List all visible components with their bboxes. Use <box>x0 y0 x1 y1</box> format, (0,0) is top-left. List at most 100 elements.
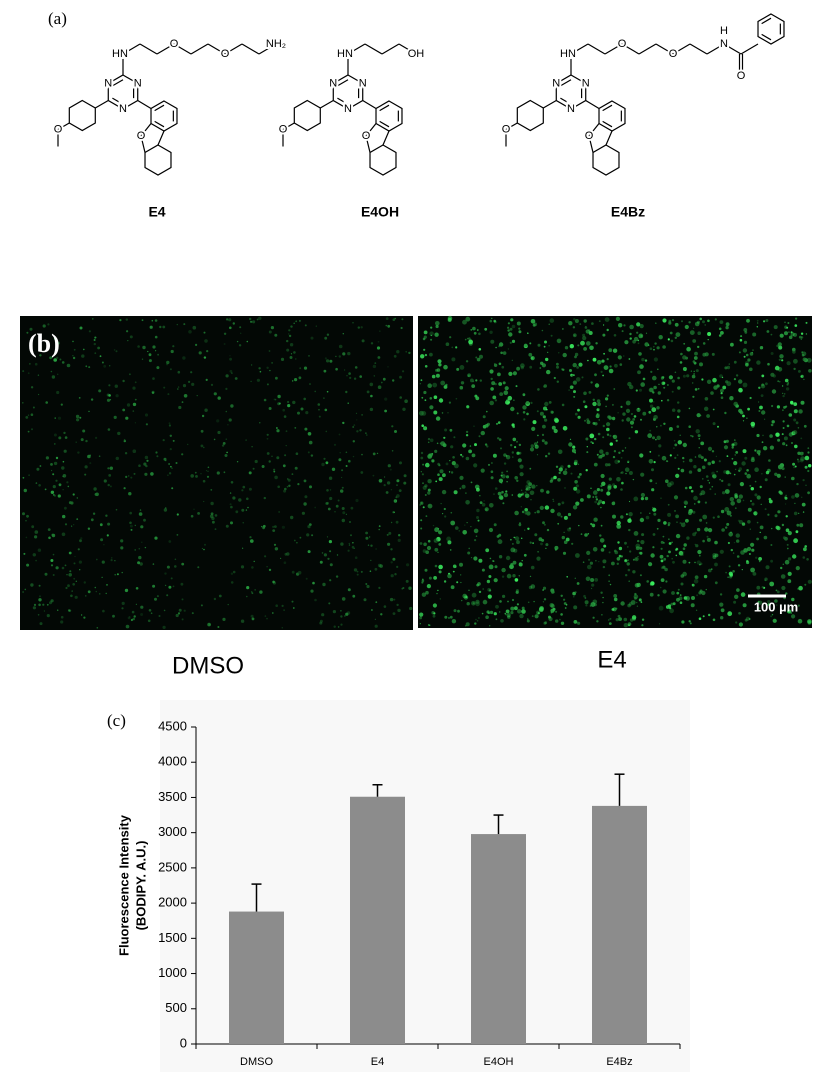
cell <box>751 548 755 552</box>
cell <box>683 543 687 547</box>
cell <box>608 477 612 481</box>
cell <box>434 332 439 337</box>
cell <box>591 587 593 590</box>
cell <box>166 360 170 365</box>
cell <box>574 451 576 454</box>
cell <box>23 552 26 555</box>
cell <box>633 496 639 502</box>
cell <box>70 501 74 505</box>
cell <box>658 444 662 448</box>
cell <box>530 565 535 570</box>
cell <box>66 363 71 368</box>
cell <box>706 414 710 418</box>
cell <box>340 610 342 612</box>
cell <box>696 560 701 565</box>
cell <box>642 411 647 416</box>
cell <box>727 541 731 545</box>
cell <box>451 346 454 349</box>
cell <box>665 460 668 463</box>
cell <box>621 481 624 485</box>
cell <box>85 595 87 597</box>
cell <box>447 573 452 579</box>
cell <box>30 413 34 417</box>
cell <box>629 550 632 553</box>
cell <box>177 370 181 374</box>
cell <box>511 598 515 602</box>
cell <box>587 564 592 570</box>
cell <box>720 388 724 393</box>
cell <box>717 425 719 428</box>
cell <box>556 362 559 366</box>
cell <box>151 391 155 394</box>
cell <box>217 396 221 400</box>
cell <box>725 526 728 529</box>
cell <box>500 351 503 355</box>
cell <box>620 601 625 606</box>
cell <box>453 609 457 613</box>
cell <box>488 463 490 466</box>
cell <box>585 329 590 334</box>
cell <box>225 410 228 413</box>
cell <box>589 433 595 439</box>
cell <box>761 441 764 444</box>
cell <box>794 502 796 505</box>
cell <box>770 423 774 427</box>
cell <box>558 471 561 475</box>
cell <box>137 345 140 348</box>
cell <box>737 519 741 522</box>
cell <box>419 501 424 506</box>
cell <box>501 575 505 578</box>
cell <box>168 585 172 589</box>
cell <box>545 408 548 411</box>
cell <box>281 604 284 608</box>
cell <box>68 551 72 555</box>
cell <box>673 447 675 449</box>
cell <box>630 426 633 429</box>
cell <box>390 489 393 491</box>
cell <box>435 368 438 372</box>
cell <box>436 368 441 372</box>
cell <box>540 542 543 546</box>
cell <box>512 574 516 578</box>
cell <box>545 547 547 549</box>
cell <box>154 597 157 601</box>
cell <box>699 362 703 367</box>
cell <box>506 481 508 483</box>
cell <box>633 415 637 418</box>
cell <box>692 339 697 343</box>
cell <box>514 536 520 541</box>
cell <box>569 344 574 349</box>
cell <box>768 499 773 504</box>
cell <box>729 514 732 517</box>
cell <box>191 382 195 386</box>
cell <box>561 501 565 505</box>
cell <box>549 318 555 323</box>
cell <box>632 418 636 421</box>
cell <box>777 380 780 383</box>
cell <box>234 377 238 380</box>
bond <box>137 99 152 110</box>
cell <box>66 574 68 576</box>
cell <box>630 600 636 605</box>
cell <box>472 602 475 605</box>
cell <box>477 329 479 331</box>
cell <box>491 317 493 319</box>
cell <box>568 442 573 447</box>
ring <box>516 99 544 132</box>
cell <box>557 478 561 482</box>
cell <box>420 379 423 382</box>
cell <box>492 453 497 458</box>
cell <box>427 383 433 389</box>
cell <box>450 511 453 514</box>
cell <box>525 484 530 490</box>
cell <box>339 452 341 454</box>
cell <box>501 471 504 474</box>
cell <box>742 449 747 454</box>
cell <box>738 387 743 393</box>
cell <box>677 409 681 413</box>
cell <box>767 362 770 366</box>
cell <box>658 605 664 611</box>
bond <box>156 43 175 55</box>
cell <box>75 580 78 582</box>
cell <box>347 351 351 356</box>
